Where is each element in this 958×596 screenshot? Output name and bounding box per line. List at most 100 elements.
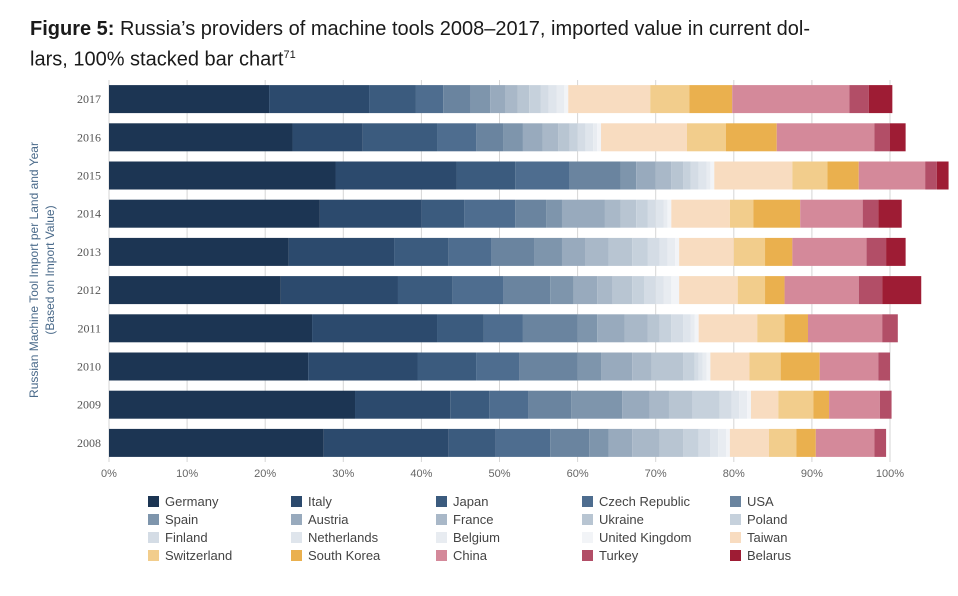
bar-segment [702, 352, 707, 381]
bar-segment [597, 123, 602, 152]
legend-item: Spain [148, 512, 198, 527]
bar-segment [792, 237, 867, 266]
legend-label: Italy [308, 494, 332, 509]
bar-segment [443, 85, 471, 114]
bar-segment [813, 390, 830, 419]
legend-item: Turkey [582, 548, 639, 563]
x-tick-label: 30% [332, 468, 354, 480]
bar-segment [503, 276, 551, 305]
x-tick-label: 0% [101, 468, 117, 480]
legend-label: Turkey [599, 548, 639, 563]
bar-segment [765, 237, 793, 266]
bar-segment [729, 199, 754, 228]
bar-segment [827, 161, 859, 190]
bar-segment [564, 85, 569, 114]
legend-swatch [148, 496, 159, 507]
bar-segment [308, 352, 418, 381]
bar-segment [632, 428, 660, 457]
bar-segment [882, 314, 898, 343]
bar-segment [515, 161, 570, 190]
bar-segment [698, 161, 707, 190]
bar-segment [632, 352, 652, 381]
bar-segment [718, 428, 726, 457]
legend-label: Belarus [747, 548, 792, 563]
legend-swatch [436, 514, 447, 525]
bar-segment [571, 390, 623, 419]
bar-segment [569, 123, 578, 152]
bar-segment [601, 123, 687, 152]
bar-segment [490, 85, 506, 114]
bar-segment [765, 276, 785, 305]
bar-segment [421, 199, 465, 228]
bar-segment [585, 123, 594, 152]
legend-swatch [148, 514, 159, 525]
bar-segment [452, 276, 504, 305]
bar-segment [319, 199, 422, 228]
bar-segment [725, 123, 777, 152]
x-tick-label: 10% [176, 468, 198, 480]
bar-segment [878, 352, 890, 381]
bar-segment [792, 161, 828, 190]
bar-segment [858, 161, 926, 190]
bar-segment [698, 428, 711, 457]
bar-segment [577, 314, 598, 343]
bar-segment [636, 161, 656, 190]
x-tick-label: 90% [801, 468, 823, 480]
legend-label: Ukraine [599, 512, 644, 527]
bar-segment [312, 314, 438, 343]
bar-segment [608, 428, 633, 457]
bar-segment [109, 199, 320, 228]
figure-title-line2: lars, 100% stacked bar chart [30, 48, 284, 71]
bar-segment [597, 314, 625, 343]
bar-segment [733, 237, 766, 266]
bar-segment [780, 352, 820, 381]
bar-segment [659, 428, 684, 457]
bar-segment [528, 390, 572, 419]
y-tick-label: 2009 [77, 398, 101, 412]
bar-segment [698, 352, 703, 381]
bar-segment [540, 85, 549, 114]
bar-segment [796, 428, 816, 457]
bar-segment [620, 161, 637, 190]
bar-segment [542, 123, 559, 152]
bar-segment [694, 314, 699, 343]
bar-segment [448, 428, 496, 457]
bar-segment [659, 314, 672, 343]
bar-segment [694, 352, 699, 381]
x-tick-label: 60% [567, 468, 589, 480]
x-tick-label: 100% [876, 468, 904, 480]
bar-segment [476, 123, 504, 152]
bar-segment [732, 85, 850, 114]
bar-segment [450, 390, 490, 419]
legend-swatch [148, 550, 159, 561]
bar-segment [671, 276, 680, 305]
bar-segment [109, 352, 309, 381]
bar-segment [706, 352, 711, 381]
y-tick-label: 2017 [77, 92, 101, 106]
bar-segment [647, 237, 660, 266]
legend-item: Netherlands [291, 530, 379, 545]
legend-item: Germany [148, 494, 219, 509]
legend-swatch [730, 496, 741, 507]
bar-segment [517, 85, 530, 114]
bar-segment [874, 123, 890, 152]
legend-swatch [582, 550, 593, 561]
y-axis-label-line2: (Based on Import Value) [43, 205, 57, 334]
y-tick-label: 2008 [77, 436, 101, 450]
y-axis-label-line1: Russian Machine Tool Import per Land and… [27, 142, 41, 398]
bar-segment [632, 237, 648, 266]
bar-segment [503, 123, 523, 152]
bar-segment [776, 123, 875, 152]
legend-item: Belarus [730, 548, 792, 563]
legend-swatch [582, 532, 593, 543]
bars-group [109, 85, 949, 457]
legend-item: Finland [148, 530, 208, 545]
y-tick-label: 2010 [77, 360, 101, 374]
bar-segment [925, 161, 937, 190]
bar-segment [550, 428, 590, 457]
bar-segment [729, 428, 769, 457]
bar-segment [456, 161, 516, 190]
legend-item: Czech Republic [582, 494, 691, 509]
bar-segment [878, 199, 902, 228]
bar-segment [719, 390, 732, 419]
